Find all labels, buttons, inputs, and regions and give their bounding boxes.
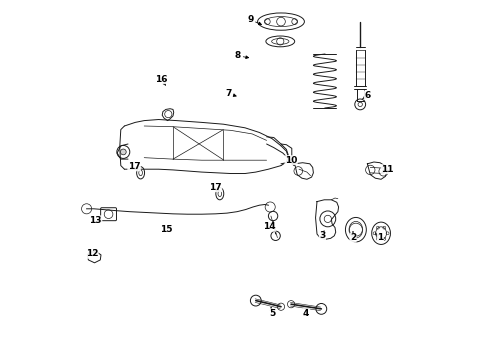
Text: 6: 6 <box>364 91 370 100</box>
Text: 12: 12 <box>86 249 98 258</box>
Text: 13: 13 <box>89 216 102 225</box>
Text: 5: 5 <box>269 309 275 318</box>
Text: 17: 17 <box>209 183 222 192</box>
Text: 4: 4 <box>303 309 309 318</box>
Text: 1: 1 <box>377 233 384 242</box>
Text: 2: 2 <box>350 233 356 242</box>
Text: 8: 8 <box>235 51 241 60</box>
Text: 15: 15 <box>160 225 172 234</box>
Text: 11: 11 <box>381 165 393 174</box>
Text: 10: 10 <box>285 156 297 165</box>
Circle shape <box>121 149 126 155</box>
Text: 16: 16 <box>155 75 168 84</box>
Text: 9: 9 <box>247 15 254 24</box>
Text: 3: 3 <box>319 231 325 240</box>
Text: 7: 7 <box>225 89 232 98</box>
Text: 17: 17 <box>128 162 141 171</box>
Text: 14: 14 <box>263 222 276 231</box>
